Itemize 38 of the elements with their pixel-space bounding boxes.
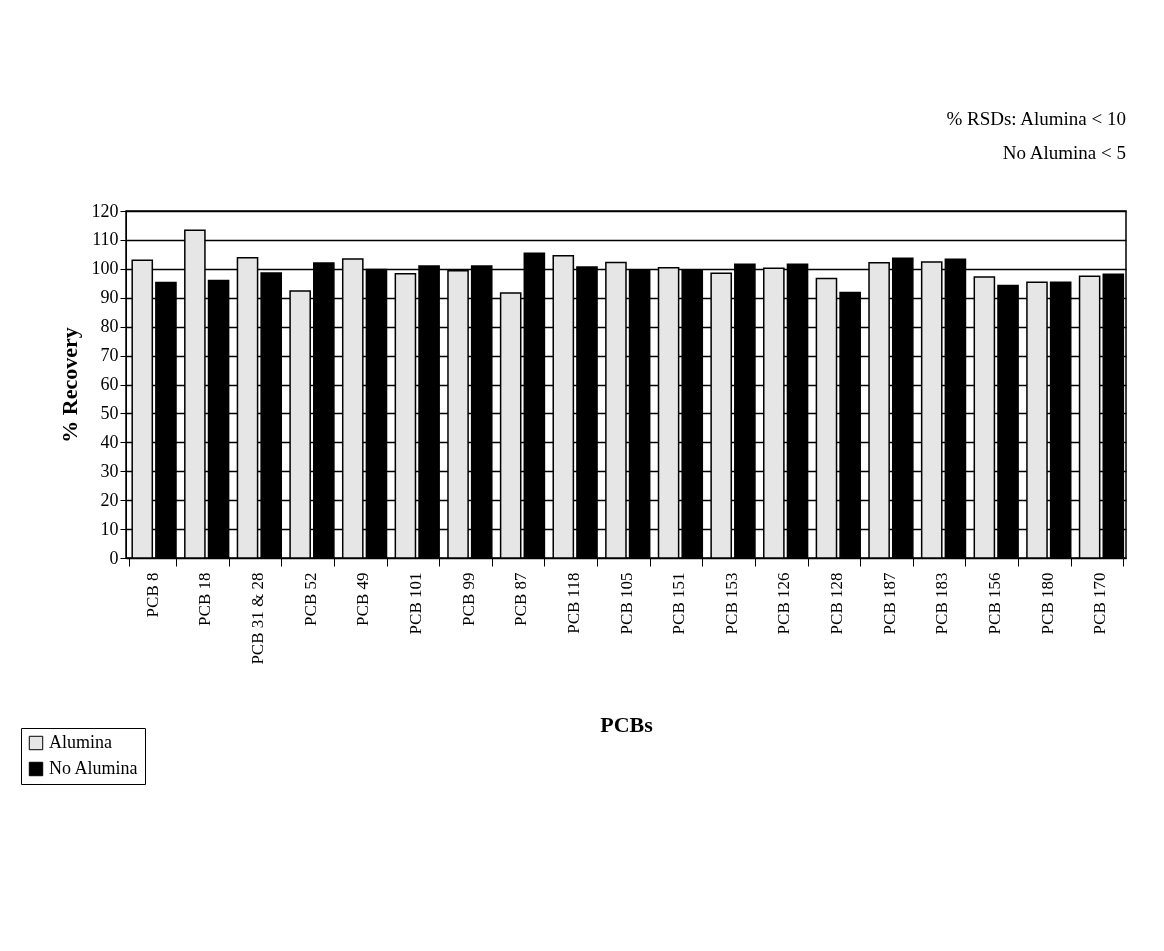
x-tick-label: PCB 52 (300, 572, 320, 626)
y-tick-label: 40 (100, 431, 119, 452)
x-tick-label: PCB 180 (1037, 572, 1057, 635)
x-tick-label: PCB 156 (984, 572, 1004, 635)
y-tick-label: 70 (100, 345, 119, 366)
y-tick-label: 90 (100, 287, 119, 308)
x-tick-label: PCB 99 (458, 572, 478, 626)
x-tick-label: PCB 126 (774, 572, 794, 635)
x-tick-label: PCB 8 (142, 572, 162, 618)
y-tick-label: 30 (100, 460, 119, 481)
x-axis-title: PCBs (600, 711, 654, 737)
y-tick-label: 60 (100, 374, 119, 394)
x-tick-label: PCB 101 (405, 572, 425, 635)
y-tick-label: 120 (91, 200, 119, 221)
legend-label: Alumina (49, 732, 112, 752)
y-tick-label: 20 (100, 489, 119, 510)
x-tick-label: PCB 49 (353, 572, 373, 626)
x-tick-label: PCB 170 (1090, 572, 1110, 635)
x-tick-label: PCB 151 (669, 572, 689, 635)
y-tick-label: 50 (100, 402, 119, 423)
x-tick-label: PCB 187 (879, 572, 899, 635)
y-tick-label: 80 (100, 316, 119, 337)
x-tick-label: PCB 18 (195, 572, 215, 626)
x-tick-label: PCB 105 (616, 572, 636, 635)
y-tick-label: 110 (92, 229, 119, 250)
x-tick-label: PCB 118 (563, 572, 583, 634)
y-axis-title: % Recovery (56, 327, 82, 443)
y-tick-label: 10 (100, 518, 119, 539)
text: % RSDs: Alumina < 10 (946, 108, 1126, 129)
text: No Alumina < 5 (1002, 142, 1126, 163)
x-tick-label: PCB 128 (827, 572, 847, 635)
y-tick-label: 0 (109, 547, 119, 568)
x-tick-label: PCB 87 (511, 572, 531, 626)
legend-label: No Alumina (49, 758, 138, 778)
x-tick-label: PCB 183 (932, 572, 952, 635)
x-tick-label: PCB 153 (721, 572, 741, 635)
x-tick-label: PCB 31 & 28 (248, 572, 268, 665)
y-tick-label: 100 (91, 258, 119, 279)
